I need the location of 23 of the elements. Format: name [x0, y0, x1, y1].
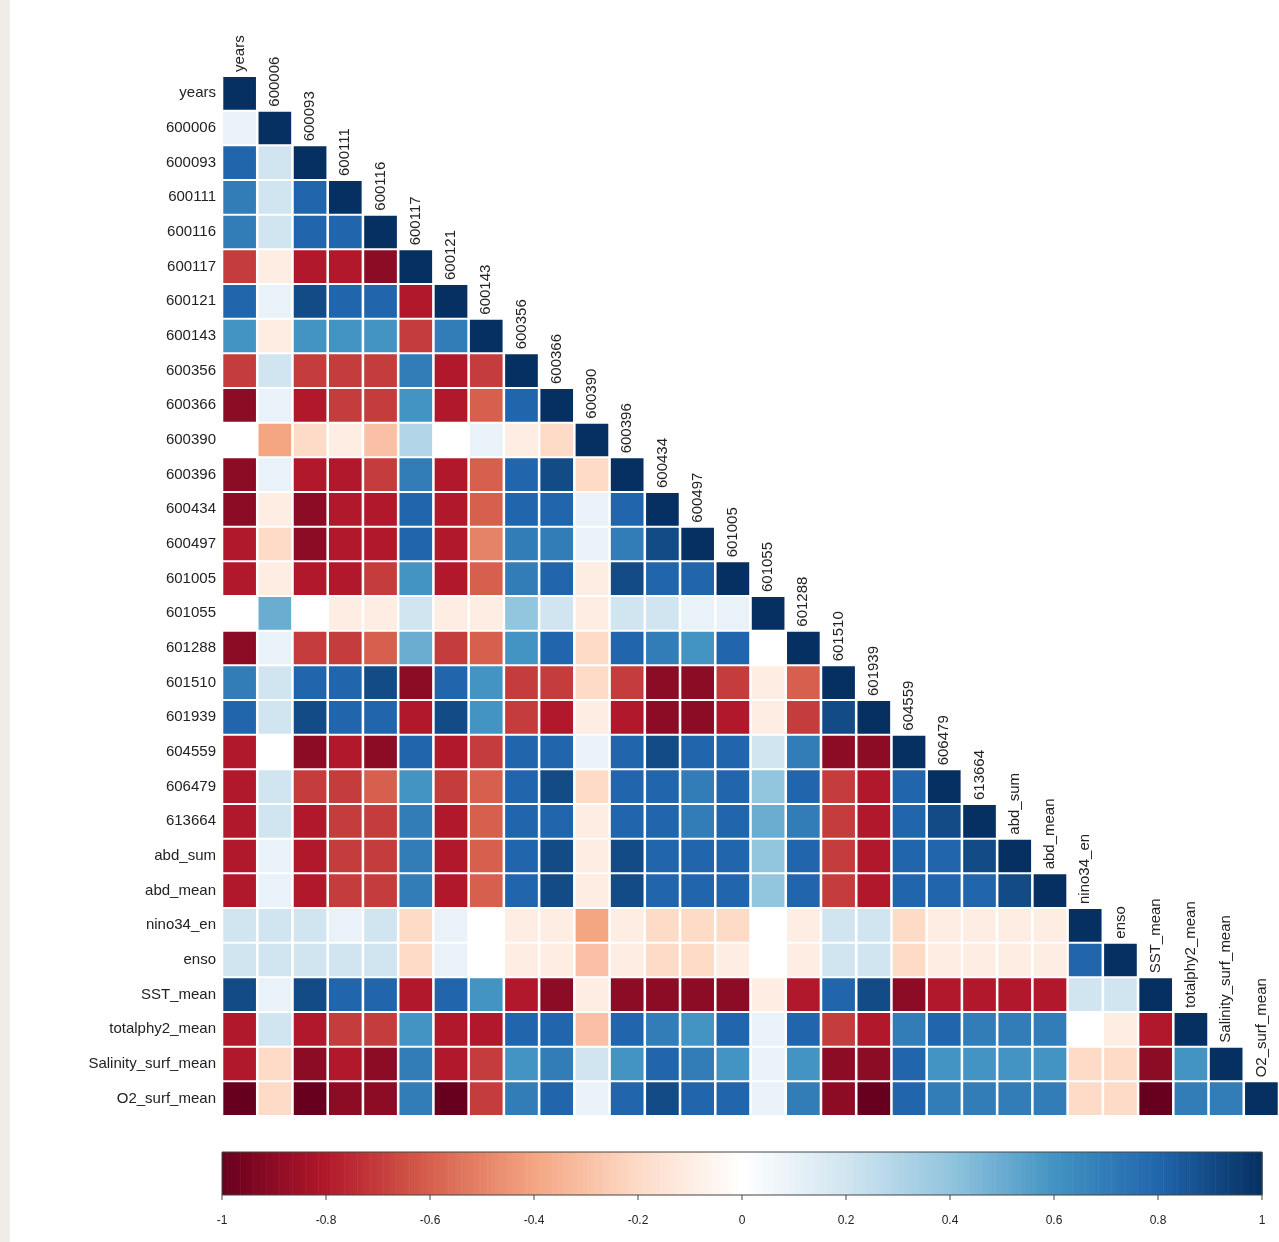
x-tick-label: abd_mean	[1040, 798, 1058, 870]
color-bar-label: -0.2	[627, 1213, 649, 1228]
x-tick-label: Salinity_surf_mean	[1216, 915, 1234, 1043]
color-bar-label: -0.4	[523, 1213, 545, 1228]
y-tick-label: abd_sum	[154, 846, 216, 864]
color-bar-label: 0.4	[941, 1213, 959, 1228]
x-tick-label: SST_mean	[1145, 898, 1163, 974]
y-tick-label: O2_surf_mean	[116, 1088, 216, 1106]
y-tick-label: 613664	[165, 811, 216, 829]
color-bar-label: 0.8	[1149, 1213, 1167, 1228]
color-bar-label: 0.6	[1045, 1213, 1063, 1228]
y-tick-label: Salinity_surf_mean	[88, 1054, 216, 1072]
color-bar-label: -0.6	[419, 1213, 441, 1228]
x-tick-label: abd_sum	[1004, 772, 1022, 835]
x-tick-label: enso	[1110, 906, 1128, 939]
color-bar-label: 0	[738, 1213, 746, 1228]
color-bar-label: -0.8	[315, 1213, 337, 1228]
color-bar-label: 1	[1258, 1213, 1266, 1228]
color-bar-label: 0.2	[837, 1213, 855, 1228]
x-tick-label: nino34_en	[1075, 833, 1093, 904]
y-tick-label: abd_mean	[145, 880, 216, 898]
color-bar-label: -1	[216, 1213, 228, 1228]
x-tick-label: totalphy2_mean	[1181, 901, 1199, 1008]
